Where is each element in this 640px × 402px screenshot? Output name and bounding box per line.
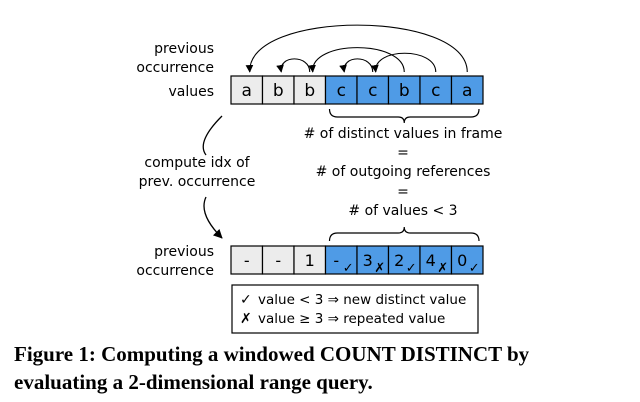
legend-box	[231, 284, 479, 334]
legend: ✓ value < 3 ⇒ new distinct value ✗ value ≥ …	[231, 284, 479, 334]
prev-occurrence-value: -	[333, 251, 339, 270]
value-cell-text: c	[368, 81, 377, 101]
check-icon: ✓	[406, 261, 417, 276]
value-cell	[324, 75, 358, 105]
frame-brace-bottom	[328, 226, 480, 242]
prev-occurrence-value: 3	[363, 251, 373, 270]
value-cell-text: b	[273, 81, 284, 101]
legend-text: value < 3 ⇒ new distinct value	[258, 292, 466, 308]
prev-occurrence-value: 4	[426, 251, 436, 270]
cross-icon: ✗	[437, 261, 448, 276]
value-cell-text: b	[399, 81, 410, 101]
prev-occurrence-value: 2	[394, 251, 404, 270]
compute-arrow	[202, 115, 222, 238]
value-cell-text: c	[431, 81, 440, 101]
frame-brace-top	[328, 108, 480, 124]
value-cell	[230, 75, 264, 105]
explanation-line4: =	[397, 184, 409, 200]
value-cell-text: c	[337, 81, 346, 101]
previous-occurrence-arc	[276, 58, 311, 73]
previous-occurrence-label-top-line2: occurrence	[136, 60, 214, 76]
compute-label-line1: compute idx of	[144, 155, 250, 171]
figure-caption: Figure 1: Computing a windowed COUNT DIS…	[14, 342, 530, 394]
cross-icon: ✗	[240, 311, 252, 327]
explanation-line1: # of distinct values in frame	[304, 126, 503, 142]
explanation-line3: # of outgoing references	[316, 164, 491, 180]
explanation-line2: =	[397, 145, 409, 161]
values-label: values	[168, 84, 214, 100]
legend-text: value ≥ 3 ⇒ repeated value	[258, 311, 445, 327]
diagram-canvas: previous occurrence values compute idx o…	[136, 24, 503, 334]
prev-occurrence-cell	[450, 245, 484, 275]
check-icon: ✓	[343, 261, 354, 276]
value-cell	[356, 75, 390, 105]
previous-occurrence-label-bottom-line1: previous	[154, 244, 214, 260]
check-icon: ✓	[469, 261, 480, 276]
check-icon: ✓	[240, 292, 252, 308]
explanation-line5: # of values < 3	[348, 203, 457, 219]
prev-occurrence-cell	[356, 245, 390, 275]
value-cell	[387, 75, 421, 105]
compute-label-line2: prev. occurrence	[139, 174, 256, 190]
value-cell-text: b	[304, 81, 315, 101]
frame-braces	[328, 108, 480, 242]
value-cell	[450, 75, 484, 105]
prev-occurrence-value: 0	[457, 251, 467, 270]
prev-occurrence-value: -	[244, 251, 250, 270]
prev-occurrence-cell	[293, 245, 327, 275]
previous-occurrence-row: - -1- ✓ 3 ✗ 2 ✓ 4 ✗ 0 ✓	[230, 245, 484, 276]
value-cell-text: a	[462, 81, 472, 101]
value-cell	[293, 75, 327, 105]
prev-occurrence-cell	[419, 245, 453, 275]
value-cell	[261, 75, 295, 105]
previous-occurrence-arc	[245, 24, 468, 73]
previous-occurrence-arc	[371, 52, 437, 73]
previous-occurrence-arcs	[245, 24, 468, 73]
previous-occurrence-arc	[339, 58, 374, 73]
previous-occurrence-label-bottom-line2: occurrence	[136, 263, 214, 279]
previous-occurrence-label-top-line1: previous	[154, 41, 214, 57]
cross-icon: ✗	[374, 261, 385, 276]
prev-occurrence-value: -	[275, 251, 281, 270]
value-cell-text: a	[242, 81, 252, 101]
prev-occurrence-value: 1	[305, 251, 315, 270]
previous-occurrence-arc	[308, 47, 405, 73]
